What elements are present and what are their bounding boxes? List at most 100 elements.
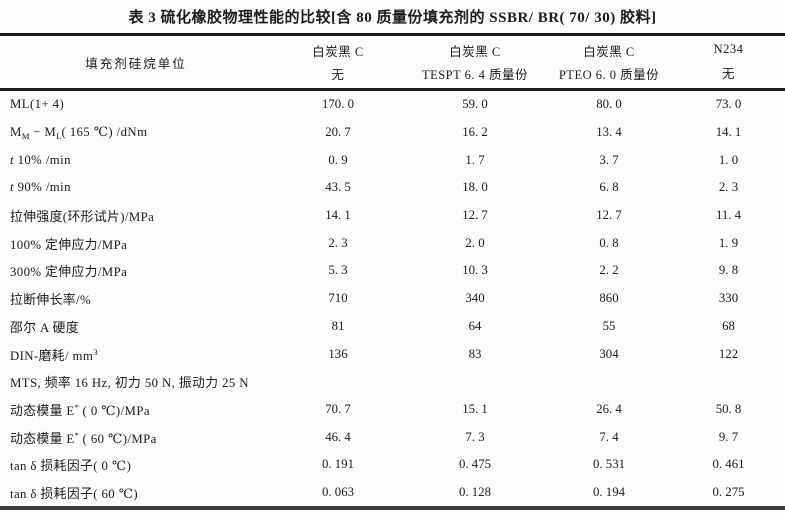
cell-value: 0. 461 [712, 457, 745, 472]
cell-value: 68 [722, 318, 735, 333]
cell-value: 18. 0 [462, 180, 488, 195]
cell-value: 0. 9 [328, 152, 348, 167]
cell-value: 70. 7 [325, 401, 351, 416]
cell-value: 340 [465, 291, 485, 306]
cell-value: 73. 0 [715, 97, 742, 112]
cell-value: 0. 275 [712, 484, 745, 499]
table-row: 邵尔 A 硬度 81 64 55 68 [0, 313, 785, 341]
cell-value: 6. 8 [599, 180, 619, 195]
cell-value: 9. 8 [718, 263, 739, 278]
row-label: tan δ 损耗因子( 0 ℃) [10, 459, 132, 474]
cell-value: 80. 0 [596, 97, 622, 112]
cell-value: 860 [599, 291, 619, 306]
table-row: tan δ 损耗因子( 0 ℃) 0. 191 0. 475 0. 531 0. 461 [0, 451, 785, 479]
row-label: t 10% /min [10, 152, 71, 167]
row-label: 邵尔 A 硬度 [10, 320, 79, 335]
cell-value: 710 [328, 291, 348, 306]
cell-value: 64 [468, 318, 482, 333]
cell-value: 0. 475 [459, 457, 491, 472]
cell-value: 0. 191 [322, 457, 354, 472]
cell-value: 26. 4 [596, 401, 622, 416]
cell-value: 2. 0 [465, 235, 485, 250]
column-header-line2: PTEO 6. 0 质量份 [558, 68, 660, 83]
cell-value: 1. 9 [718, 235, 739, 250]
table-caption: 表 3 硫化橡胶物理性能的比较[含 80 质量份填充剂的 SSBR/ BR( 7… [128, 10, 657, 26]
column-header-filler-c-pteo: 白炭黑 C PTEO 6. 0 质量份 [546, 36, 672, 88]
row-label: 拉断伸长率/% [10, 293, 91, 308]
column-header-line2: TESPT 6. 4 质量份 [421, 68, 529, 83]
column-header-filler-c-tespt: 白炭黑 C TESPT 6. 4 质量份 [404, 36, 546, 88]
cell-value: 9. 7 [718, 429, 739, 444]
cell-value: 20. 7 [325, 125, 351, 140]
cell-value: 43. 5 [325, 180, 351, 195]
cell-value: 46. 4 [325, 429, 351, 444]
cell-value: 16. 2 [462, 125, 488, 140]
cell-value: 0. 531 [593, 457, 625, 472]
cell-value: 304 [599, 346, 619, 361]
table-row: 动态模量 E* ( 0 ℃)/MPa 70. 7 15. 1 26. 4 50. 8 [0, 396, 785, 424]
cell-value: 1. 7 [465, 152, 485, 167]
table-row: 动态模量 E* ( 60 ℃)/MPa 46. 4 7. 3 7. 4 9. 7 [0, 423, 785, 451]
cell-value: 170. 0 [322, 97, 354, 112]
cell-value: 11. 4 [715, 208, 742, 223]
table-row: MTS, 频率 16 Hz, 初力 50 N, 振动力 25 N [0, 368, 785, 396]
row-label: ML(1+ 4) [10, 97, 65, 112]
cell-value: 12. 7 [596, 208, 622, 223]
column-header-line1: 白炭黑 C [449, 44, 501, 59]
cell-value: 5. 3 [328, 263, 348, 278]
row-label: 动态模量 E* ( 0 ℃)/MPa [10, 402, 150, 418]
row-label: MTS, 频率 16 Hz, 初力 50 N, 振动力 25 N [10, 376, 249, 391]
cell-value: 122 [718, 346, 739, 361]
table-row: 300% 定伸应力/MPa 5. 3 10. 3 2. 2 9. 8 [0, 257, 785, 285]
cell-value: 7. 3 [465, 429, 485, 444]
table-row: tan δ 损耗因子( 60 ℃) 0. 063 0. 128 0. 194 0. 27… [0, 479, 785, 507]
row-header-cell: 填充剂硅烷单位 [85, 56, 187, 71]
cell-value: 330 [718, 291, 739, 306]
cell-value: 0. 128 [459, 484, 491, 499]
column-header-n234: N234 无 [672, 36, 785, 88]
table-row: 100% 定伸应力/MPa 2. 3 2. 0 0. 8 1. 9 [0, 229, 785, 257]
cell-value: 10. 3 [462, 263, 488, 278]
cell-value: 0. 063 [322, 484, 354, 499]
cell-value: 13. 4 [596, 125, 622, 140]
cell-value: 81 [331, 318, 345, 333]
row-label: MM − ML( 165 ℃) /dNm [10, 124, 148, 141]
table-row: t 10% /min 0. 9 1. 7 3. 7 1. 0 [0, 146, 785, 174]
cell-value: 59. 0 [462, 97, 488, 112]
cell-value: 15. 1 [462, 401, 488, 416]
table-row: ML(1+ 4) 170. 0 59. 0 80. 0 73. 0 [0, 91, 785, 119]
cell-value: 7. 4 [599, 429, 619, 444]
column-header-line1: N234 [713, 42, 744, 56]
cell-value: 136 [328, 346, 348, 361]
row-label: DIN-磨耗/ mm3 [10, 346, 98, 363]
column-header-line2: 无 [721, 67, 735, 81]
row-label: 300% 定伸应力/MPa [10, 265, 128, 280]
cell-value: 12. 7 [462, 208, 488, 223]
cell-value: 55 [602, 318, 616, 333]
cell-value: 14. 1 [325, 208, 351, 223]
table-row: 拉断伸长率/% 710 340 860 330 [0, 285, 785, 313]
cell-value: 50. 8 [715, 401, 742, 416]
properties-table: 填充剂硅烷单位 白炭黑 C 无 白炭黑 C TESPT 6. 4 质量份 白炭黑… [0, 33, 785, 511]
cell-value: 14. 1 [715, 125, 742, 140]
cell-value: 2. 3 [328, 235, 348, 250]
table-row: 拉伸强度(环形试片)/MPa 14. 1 12. 7 12. 7 11. 4 [0, 202, 785, 230]
row-label: 100% 定伸应力/MPa [10, 237, 128, 252]
row-label: 拉伸强度(环形试片)/MPa [10, 210, 155, 225]
table-row: t 90% /min 43. 5 18. 0 6. 8 2. 3 [0, 174, 785, 202]
cell-value: 2. 2 [599, 263, 619, 278]
table-body: ML(1+ 4) 170. 0 59. 0 80. 0 73. 0 MM − ML( 16… [0, 91, 785, 506]
cell-value: 3. 7 [599, 152, 619, 167]
column-header-filler-c-none: 白炭黑 C 无 [272, 36, 404, 88]
table-row: DIN-磨耗/ mm3 136 83 304 122 [0, 340, 785, 368]
cell-value: 0. 8 [599, 235, 619, 250]
cell-value: 83 [468, 346, 482, 361]
column-header-line1: 白炭黑 C [583, 44, 635, 59]
column-header-line1: 白炭黑 C [312, 44, 364, 59]
table-header-row: 填充剂硅烷单位 白炭黑 C 无 白炭黑 C TESPT 6. 4 质量份 白炭黑… [0, 36, 785, 91]
cell-value: 2. 3 [718, 180, 739, 195]
cell-value: 1. 0 [718, 152, 739, 167]
row-label: tan δ 损耗因子( 60 ℃) [10, 486, 139, 501]
cell-value: 0. 194 [593, 484, 625, 499]
